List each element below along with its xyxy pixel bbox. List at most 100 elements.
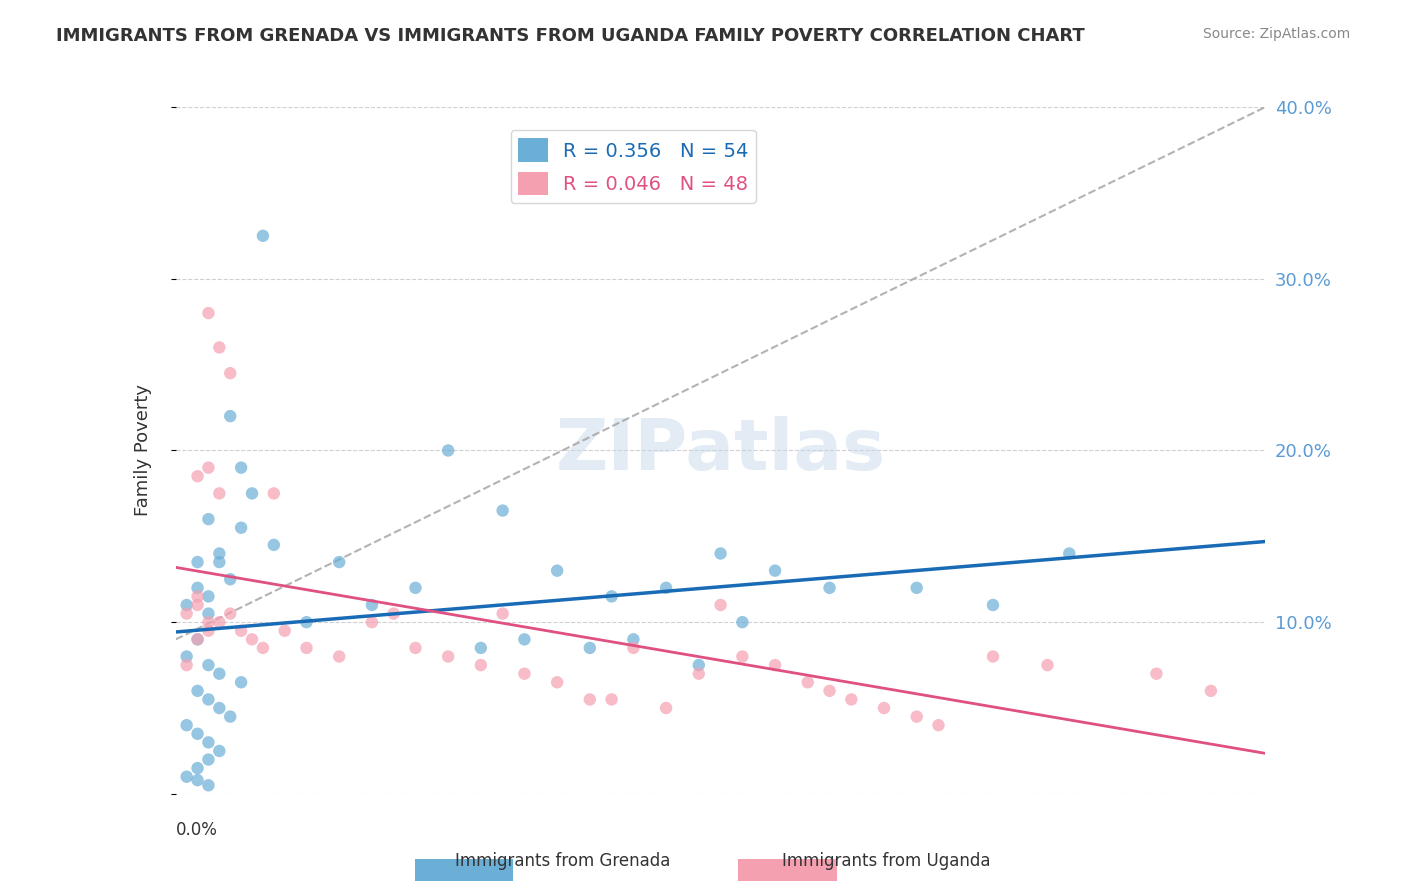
Point xyxy=(655,581,678,595)
Point xyxy=(186,773,209,788)
Point xyxy=(513,666,536,681)
Point xyxy=(818,683,841,698)
Point xyxy=(492,607,515,621)
Point xyxy=(579,640,602,655)
Point xyxy=(197,735,219,749)
Point xyxy=(186,598,209,612)
Point xyxy=(176,649,198,664)
Point xyxy=(231,624,253,638)
Text: Source: ZipAtlas.com: Source: ZipAtlas.com xyxy=(1202,27,1350,41)
Point xyxy=(176,607,198,621)
Point xyxy=(731,615,754,630)
Point xyxy=(208,340,231,354)
Point xyxy=(176,718,198,732)
Point xyxy=(186,683,209,698)
Point xyxy=(513,632,536,647)
Point xyxy=(208,744,231,758)
Point xyxy=(197,512,219,526)
Point xyxy=(186,590,209,604)
Text: Immigrants from Grenada: Immigrants from Grenada xyxy=(454,852,671,870)
Point xyxy=(208,666,231,681)
Point xyxy=(263,538,285,552)
Point xyxy=(176,770,198,784)
Point xyxy=(176,598,198,612)
Point xyxy=(546,675,568,690)
Point xyxy=(688,658,710,673)
Point xyxy=(186,632,209,647)
Point xyxy=(905,581,928,595)
Point xyxy=(655,701,678,715)
Point xyxy=(263,486,285,500)
Point xyxy=(873,701,896,715)
Point xyxy=(905,709,928,723)
Point xyxy=(231,460,253,475)
Point xyxy=(492,503,515,517)
Point xyxy=(1144,666,1167,681)
Point xyxy=(219,709,242,723)
Point xyxy=(818,581,841,595)
Point xyxy=(328,649,350,664)
Point xyxy=(197,778,219,792)
Point xyxy=(219,572,242,586)
Point xyxy=(1057,546,1080,561)
Point xyxy=(186,469,209,483)
Point xyxy=(197,615,219,630)
Point xyxy=(231,521,253,535)
Point xyxy=(186,632,209,647)
Point xyxy=(579,692,602,706)
Point xyxy=(197,590,219,604)
Point xyxy=(252,640,274,655)
Point xyxy=(470,640,492,655)
Point xyxy=(219,607,242,621)
Point xyxy=(546,564,568,578)
Point xyxy=(252,228,274,243)
Point xyxy=(240,632,263,647)
Point xyxy=(981,598,1004,612)
Point xyxy=(1199,683,1222,698)
Point xyxy=(731,649,754,664)
Point xyxy=(437,443,460,458)
Point xyxy=(841,692,863,706)
Point xyxy=(688,666,710,681)
Point xyxy=(176,658,198,673)
Text: ZIPatlas: ZIPatlas xyxy=(555,416,886,485)
Point xyxy=(437,649,460,664)
Point xyxy=(208,546,231,561)
Point xyxy=(405,581,427,595)
Y-axis label: Family Poverty: Family Poverty xyxy=(134,384,152,516)
Point xyxy=(382,607,405,621)
Point xyxy=(763,564,786,578)
Point xyxy=(328,555,350,569)
Point xyxy=(928,718,950,732)
Point xyxy=(197,460,219,475)
Text: 0.0%: 0.0% xyxy=(176,822,218,839)
Point xyxy=(197,607,219,621)
Point xyxy=(295,640,318,655)
Point xyxy=(621,632,644,647)
Point xyxy=(295,615,318,630)
Point xyxy=(186,581,209,595)
Point xyxy=(405,640,427,655)
Point xyxy=(186,555,209,569)
Point xyxy=(219,366,242,380)
Point xyxy=(186,761,209,775)
Point xyxy=(186,727,209,741)
Point xyxy=(763,658,786,673)
Legend: R = 0.356   N = 54, R = 0.046   N = 48: R = 0.356 N = 54, R = 0.046 N = 48 xyxy=(510,130,756,203)
Point xyxy=(1036,658,1059,673)
Point xyxy=(600,590,623,604)
Point xyxy=(219,409,242,423)
Point xyxy=(208,486,231,500)
Point xyxy=(208,615,231,630)
Point xyxy=(208,701,231,715)
Point xyxy=(197,692,219,706)
Point xyxy=(231,675,253,690)
Point xyxy=(710,546,733,561)
Point xyxy=(197,306,219,320)
Point xyxy=(197,624,219,638)
Point xyxy=(360,598,382,612)
Point xyxy=(981,649,1004,664)
Point xyxy=(710,598,733,612)
Point xyxy=(360,615,382,630)
Text: Immigrants from Uganda: Immigrants from Uganda xyxy=(782,852,990,870)
